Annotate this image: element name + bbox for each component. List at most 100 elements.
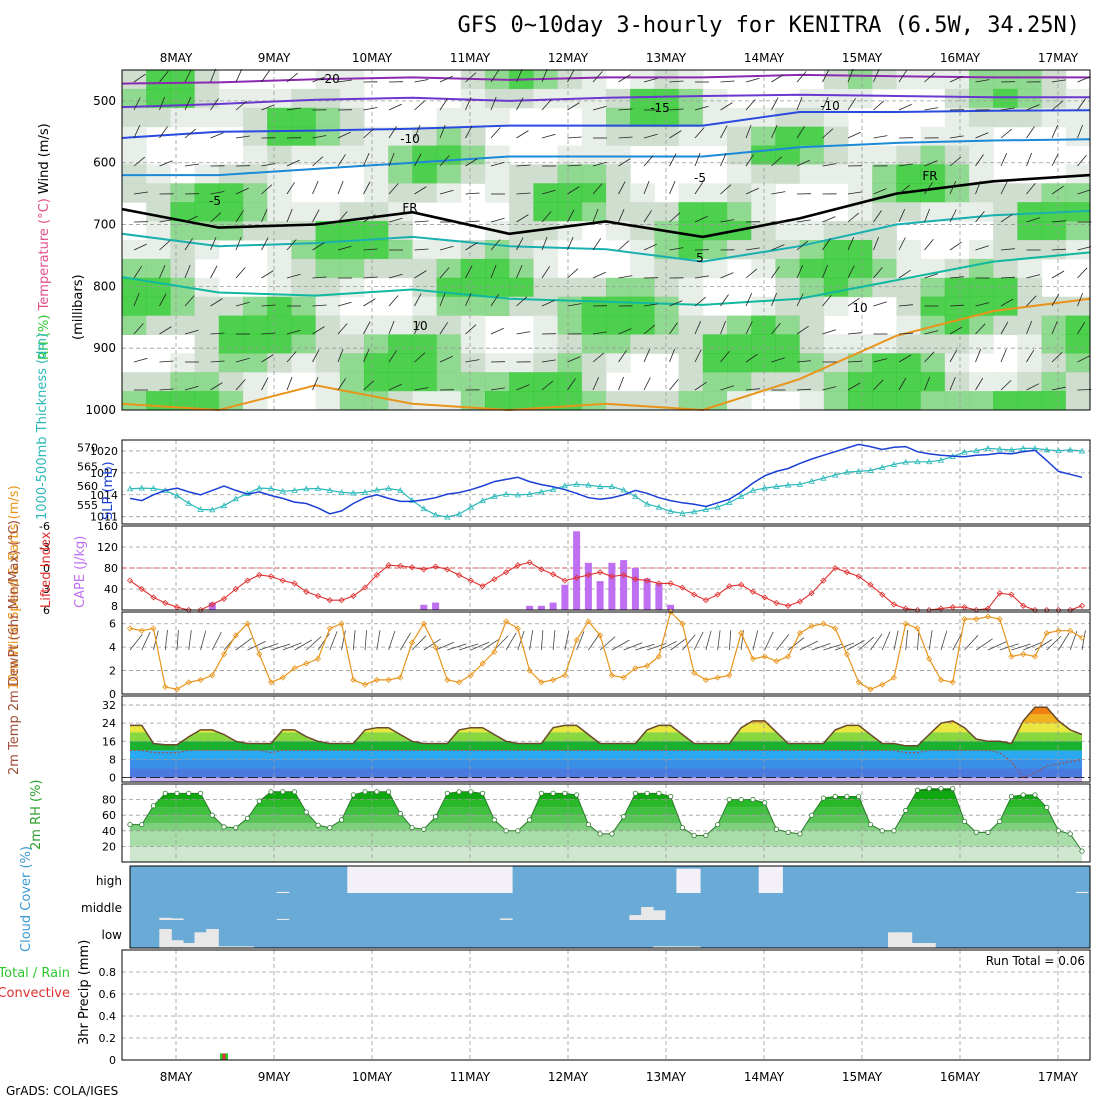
lifted-index-point [138, 585, 145, 593]
wind-barb [694, 381, 707, 391]
rh-shade-cell [315, 258, 341, 279]
temp2m-frame [121, 695, 1091, 783]
wind10m-point [585, 618, 592, 625]
wind-barb [924, 107, 939, 111]
isotherm-line-7 [121, 297, 1091, 412]
rh-shade-cell [896, 391, 922, 411]
rh-shade-cell [315, 315, 341, 335]
lifted-index-point [620, 571, 627, 579]
wind-barb [898, 304, 913, 307]
rh-shade-cell [194, 70, 220, 90]
rh-shade-cell [315, 334, 341, 354]
rh-shade-cell [339, 221, 365, 241]
thickness-point [385, 485, 392, 491]
lifted-index-point [702, 597, 709, 604]
wind10m-point [937, 676, 945, 684]
temp-band [130, 707, 1082, 715]
rh-shade-cell [896, 145, 922, 165]
date-tick-bottom-12MAY: 12MAY [548, 1070, 589, 1084]
contour-label: FR [922, 169, 937, 183]
cloud-low-bar [171, 940, 184, 948]
wind10m-point [526, 667, 533, 674]
temp-tick: 32 [102, 699, 116, 712]
rh-shade-cell [243, 107, 268, 128]
wind10m-point [632, 665, 639, 672]
precip-legend-convective: Convective [0, 986, 70, 1001]
lifted-index-point [373, 571, 380, 579]
wind-barb [618, 158, 631, 167]
wind-barb [873, 135, 888, 139]
wind-barb [1077, 292, 1084, 307]
rh-shade-cell [727, 183, 752, 203]
rh-shade-cell [122, 391, 147, 411]
precip-tick: 0.6 [99, 988, 117, 1001]
rh-shade-cell [194, 183, 220, 203]
rh-shade-cell [436, 353, 462, 373]
rh-shade-cell [557, 145, 583, 165]
cloud-high-bar [676, 868, 689, 893]
wind-barb [1077, 267, 1088, 279]
cloud-high-bar [758, 866, 772, 893]
wind10m-barb [858, 636, 875, 651]
wind-barb [720, 272, 734, 279]
thickness-point [150, 485, 157, 491]
rh-shade-cell [606, 202, 631, 222]
wind10m-point [926, 655, 933, 662]
wind-barb [745, 353, 758, 363]
rh-shade-cell [1017, 372, 1043, 392]
wind10m-barb [494, 635, 509, 651]
wind-barb [1026, 349, 1035, 363]
wind-barb [771, 357, 785, 363]
rh-shade-cell [969, 315, 994, 335]
wind10m-point [714, 674, 721, 681]
rh2m-point [550, 790, 556, 796]
wind-barb [286, 351, 297, 363]
rh-shade-cell [460, 145, 486, 165]
rh-shade-cell [485, 296, 510, 317]
rh2m-point [597, 831, 603, 837]
rh-shade-cell [944, 70, 970, 90]
rh-shade-cell [678, 126, 704, 147]
rh-shade-cell [969, 372, 994, 392]
rh-shade-cell [364, 334, 389, 354]
wind-barb [618, 376, 624, 391]
chart-layers: 8MAY 8MAY 9MAY 9MAY 10MAY 10MAY 11MAY 11MAY 12MA… [0, 51, 1092, 1084]
rh-shade-cell [194, 296, 220, 317]
rh2m-point [409, 825, 415, 831]
rh-shade-cell [751, 202, 776, 222]
wind-barb [949, 209, 957, 223]
wind-barb [822, 69, 830, 83]
wind10m-point [879, 681, 886, 688]
rh-shade-cell [339, 258, 365, 279]
wind-barb [847, 297, 860, 307]
wind-barb [924, 238, 934, 251]
date-tick-top-14MAY: 14MAY [744, 51, 785, 65]
wind10m-barb [411, 635, 427, 651]
wind10m-point [597, 632, 604, 639]
rh2m-point [527, 817, 533, 823]
wind10m-barb [799, 640, 818, 651]
wind-barb [439, 98, 448, 111]
lifted-index-point [444, 566, 451, 573]
cloud-level-high: high [96, 874, 122, 888]
wind10m-barb [352, 630, 356, 651]
wind-barb [873, 301, 887, 307]
wind10m-point [467, 672, 474, 679]
isotherm-line-2 [121, 109, 1091, 139]
rh2m-point [715, 821, 721, 828]
wind10m-barb [928, 630, 933, 651]
wind10m-point [1055, 627, 1062, 634]
rh2m-point [127, 821, 133, 828]
wind-barb [312, 304, 327, 307]
cloud-low-bar [229, 946, 243, 948]
rh-shade-cell [339, 107, 365, 128]
lifted-index-point [879, 591, 886, 598]
rh-shade-cell [533, 315, 559, 335]
thickness-ylabel: 1000-500mb Thickness (dm) [35, 333, 50, 520]
rh-shade-cell [775, 296, 801, 317]
lifted-index-point [843, 569, 851, 576]
rh-shade-cell [678, 315, 704, 335]
rh-shade-cell [581, 391, 607, 411]
rh2m-point [679, 825, 685, 831]
wind10m-barb [341, 630, 346, 651]
